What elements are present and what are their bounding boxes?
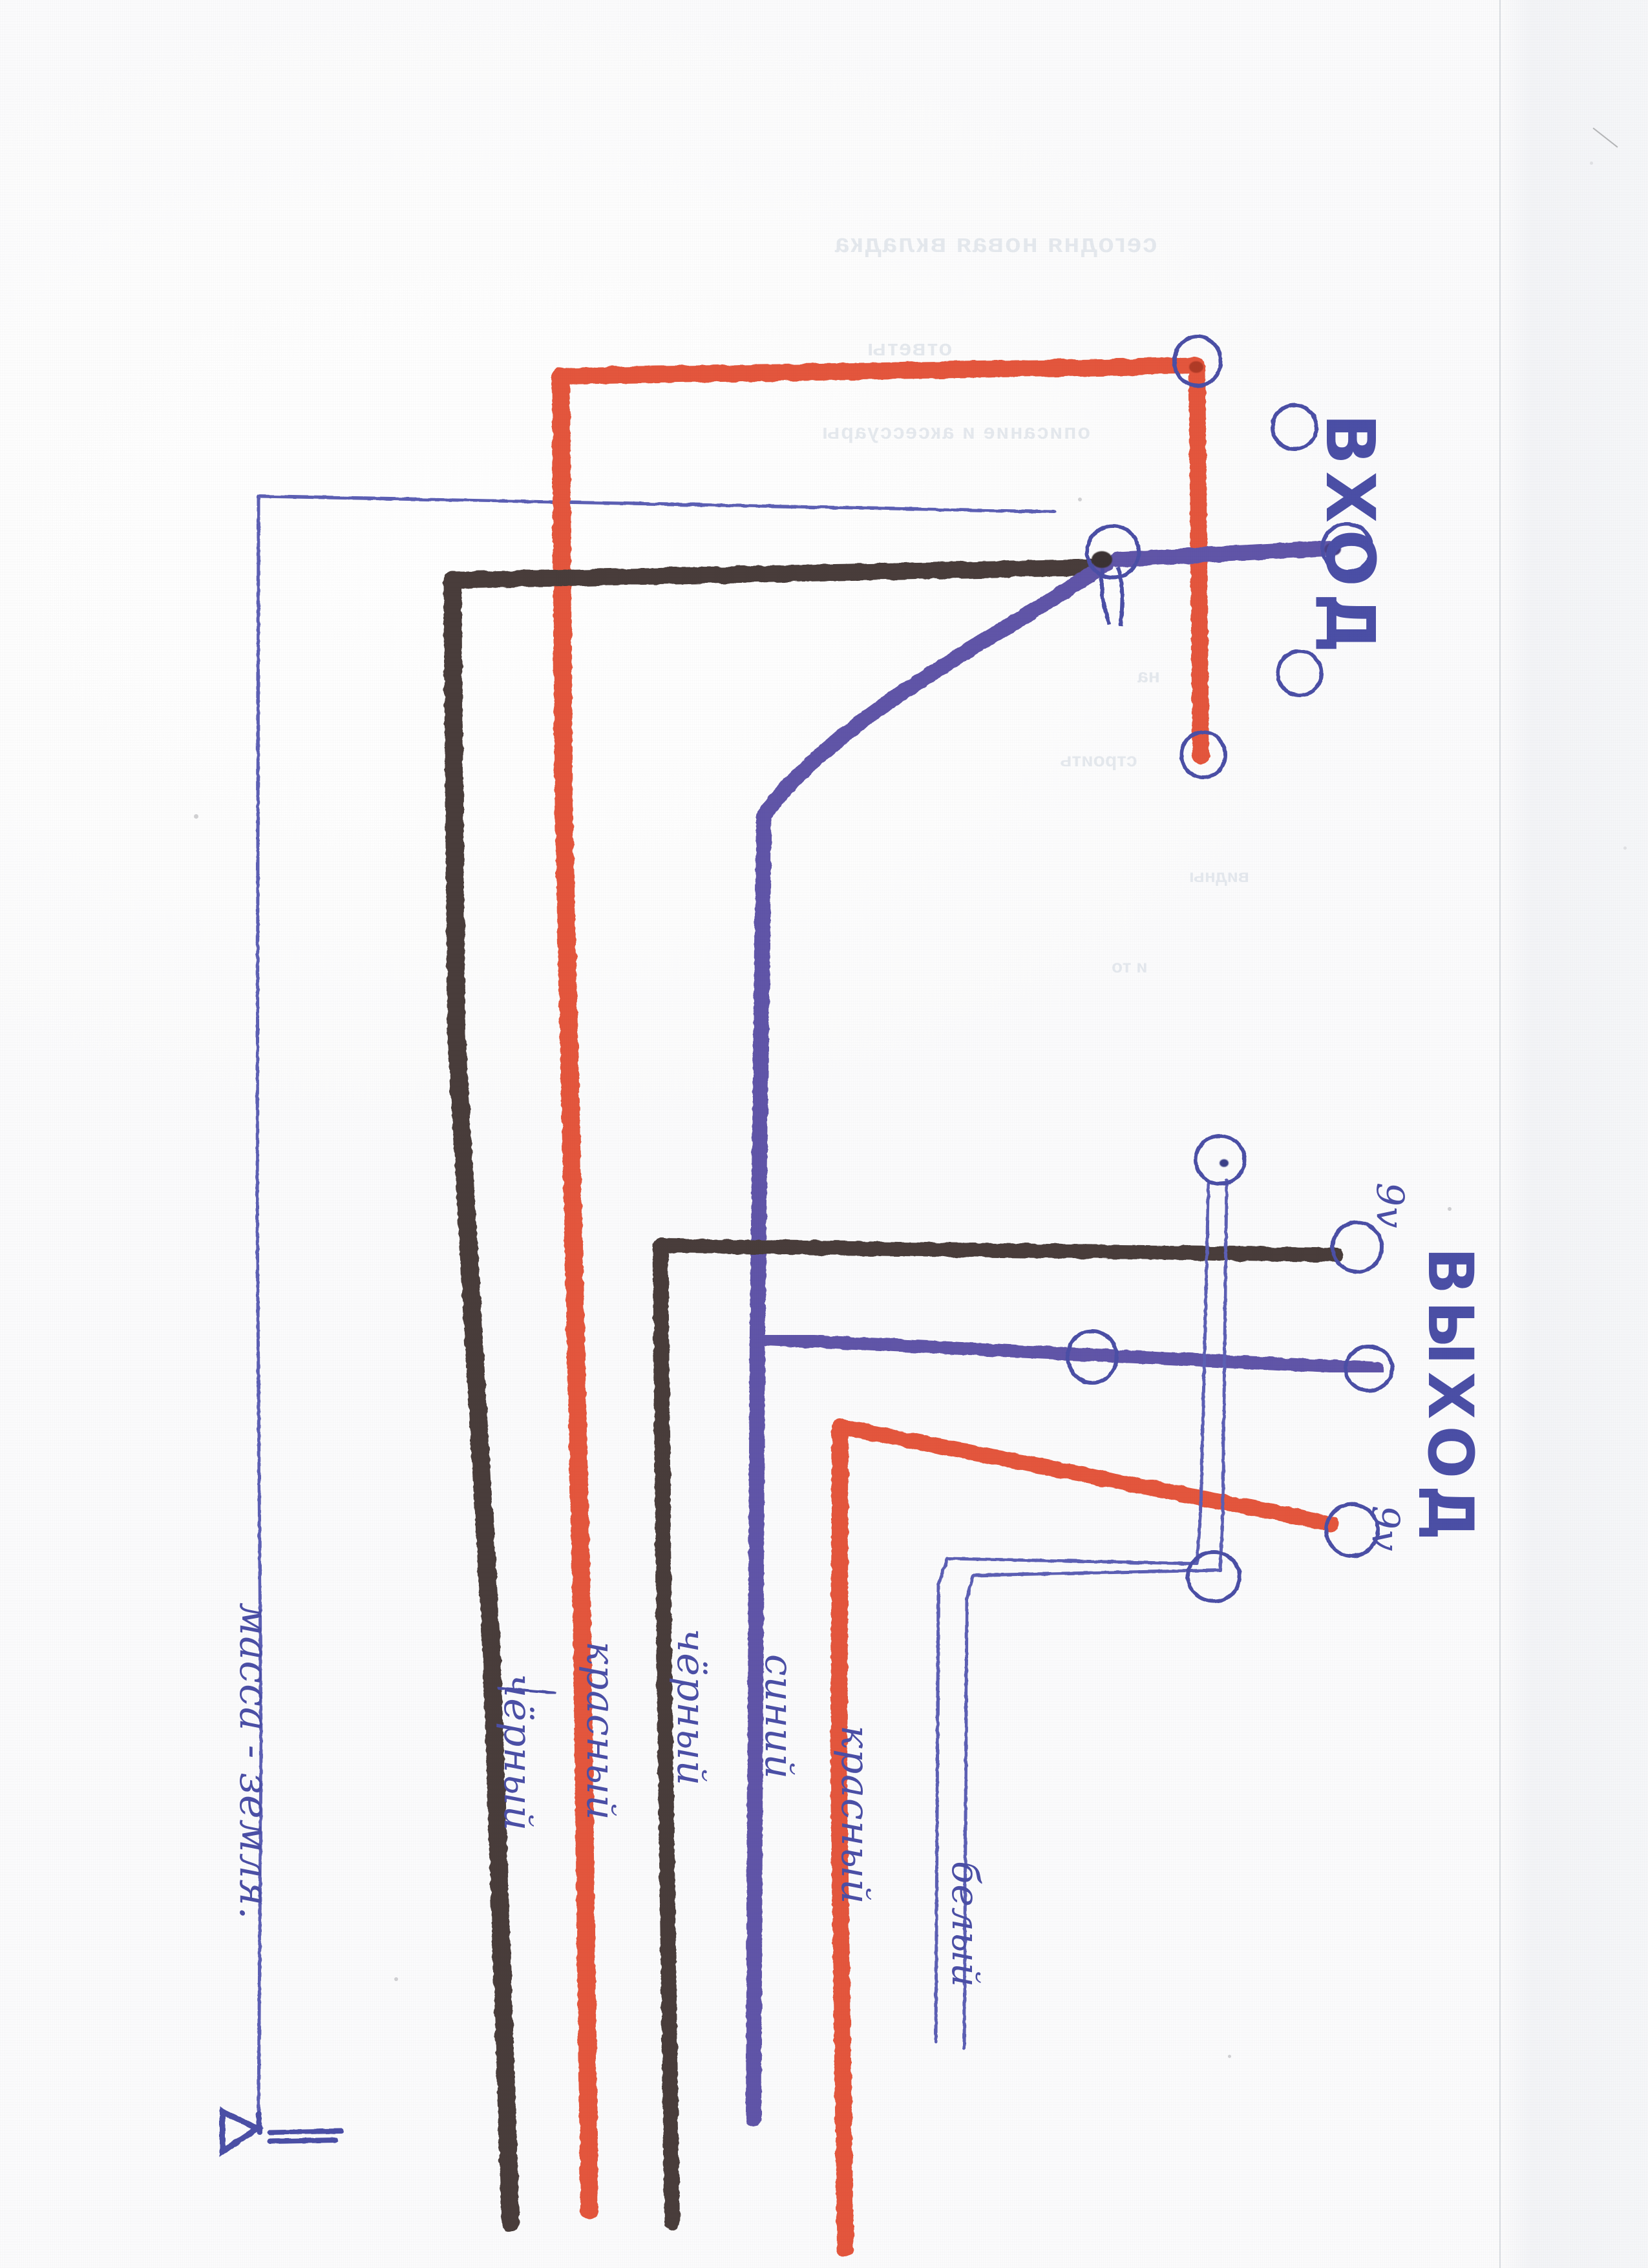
- label-leader-lines: [497, 1686, 556, 1694]
- terminal-in-junction: [1085, 524, 1141, 580]
- terminal-out-2: [1331, 1221, 1384, 1274]
- terminal-in-1: [1172, 335, 1223, 388]
- terminal-in-4: [1276, 649, 1324, 697]
- wire-black-input: [443, 559, 1101, 2232]
- ground-wire-outline: [255, 494, 1057, 2115]
- wire-black-output: [653, 1238, 1344, 2231]
- scan-speck: [1078, 498, 1082, 501]
- wire-blue-input: [746, 540, 1339, 2127]
- scanner-edge-line: [1499, 0, 1501, 2268]
- scan-speck: [1623, 846, 1627, 850]
- terminal-out-5: [1324, 1502, 1380, 1558]
- junction-blobs: [1092, 361, 1341, 1167]
- wire-red-output: [830, 1418, 1339, 2257]
- terminal-out-4: [1344, 1345, 1394, 1392]
- terminal-out-3: [1066, 1329, 1119, 1385]
- terminal-in-3: [1320, 522, 1373, 574]
- terminal-out-6: [1186, 1550, 1241, 1603]
- scan-speck: [194, 814, 198, 819]
- terminal-circles: [1066, 335, 1394, 1603]
- terminal-in-5: [1179, 730, 1227, 779]
- scan-speck: [1590, 162, 1593, 165]
- earth-ground-symbol: [219, 2106, 344, 2158]
- scan-speck: [1228, 2055, 1231, 2058]
- terminal-in-2: [1271, 403, 1318, 451]
- terminal-out-1: [1194, 1134, 1247, 1186]
- scan-speck: [1448, 1207, 1452, 1211]
- wire-white-output: [934, 1178, 1229, 2050]
- scan-speck: [394, 1977, 398, 1981]
